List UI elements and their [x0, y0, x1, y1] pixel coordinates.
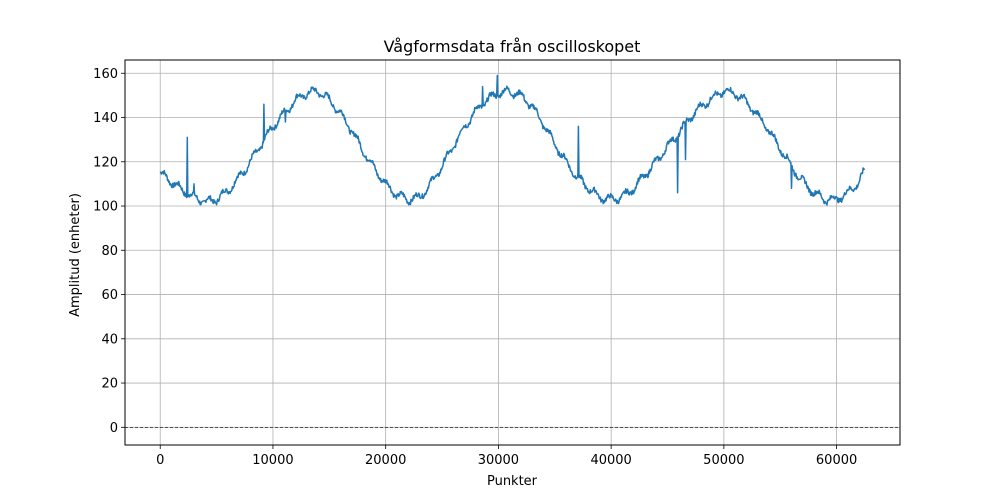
grid: [125, 60, 900, 445]
x-tick-label: 60000: [816, 453, 857, 468]
plot-frame: [124, 59, 901, 446]
y-tick-label: 160: [93, 67, 118, 82]
ticks: 0 10000 20000 30000 40000 50000 60000 0 20 40 60 80…: [93, 67, 857, 468]
y-tick-label: 60: [101, 288, 118, 303]
x-tick-label: 0: [156, 453, 164, 468]
x-tick-label: 10000: [252, 453, 293, 468]
x-tick-label: 30000: [478, 453, 519, 468]
y-tick-label: 140: [93, 111, 118, 126]
x-tick-label: 50000: [703, 453, 744, 468]
y-tick-label: 80: [101, 244, 118, 259]
y-tick-label: 40: [101, 332, 118, 347]
series-layer: [159, 74, 866, 206]
x-tick-label: 20000: [365, 453, 406, 468]
y-tick-label: 0: [110, 421, 118, 436]
y-tick-label: 20: [101, 377, 118, 392]
chart-title: Vågformsdata från oscilloskopet: [384, 37, 641, 56]
x-axis-label: Punkter: [487, 474, 538, 489]
y-axis-label: Amplitud (enheter): [68, 193, 83, 317]
x-tick-label: 40000: [590, 453, 631, 468]
y-tick-label: 120: [93, 155, 118, 170]
y-tick-label: 100: [93, 200, 118, 215]
waveform-line: [159, 74, 866, 206]
